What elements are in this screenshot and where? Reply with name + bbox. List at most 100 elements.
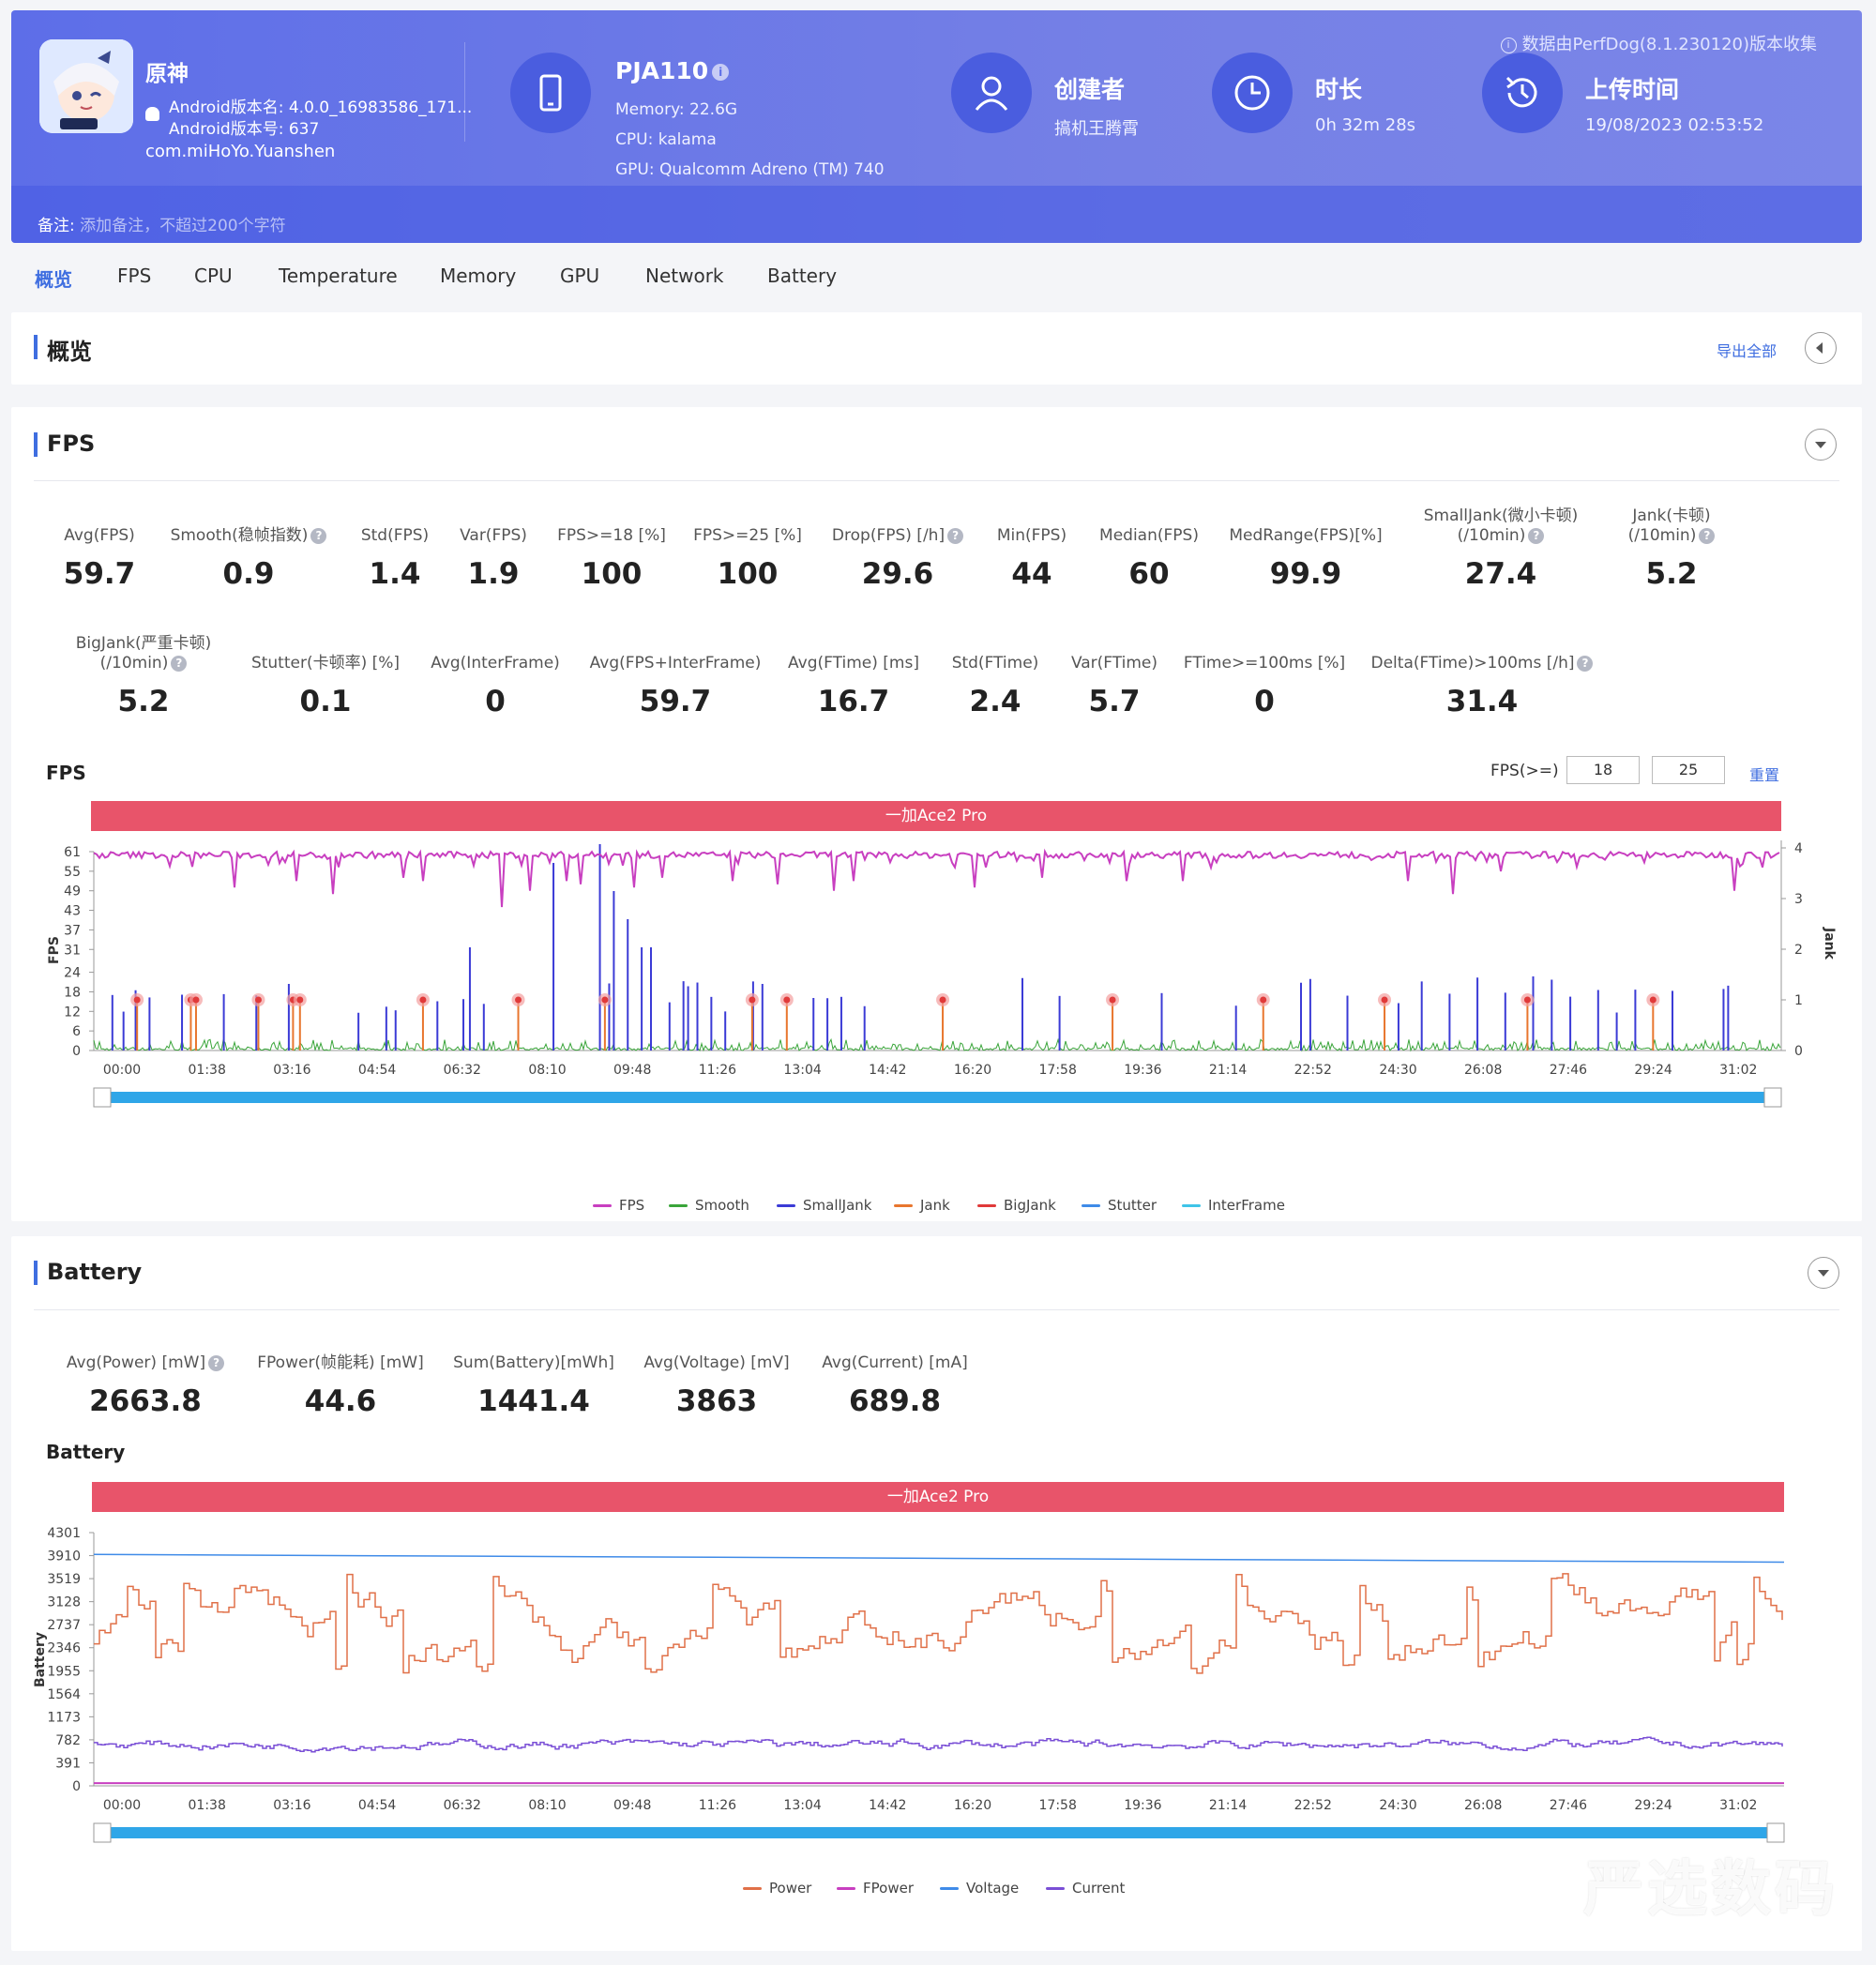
legend-swatch <box>977 1204 996 1207</box>
legend-item-fps[interactable]: FPS <box>593 1197 644 1214</box>
metric-value: 100 <box>581 557 643 591</box>
metric-label-text: Avg(FTime) [ms] <box>788 654 919 673</box>
fps-threshold-input-2[interactable]: 25 <box>1652 756 1725 784</box>
battery-range-slider <box>94 1827 1784 1838</box>
help-icon[interactable]: ? <box>171 655 188 672</box>
creator-label: 创建者 <box>1054 76 1126 103</box>
jank-y-tick: 3 <box>1794 892 1803 907</box>
tab-gpu[interactable]: GPU <box>560 265 600 287</box>
metric-label-unit: (/10min) <box>99 654 169 673</box>
metric-value: 3863 <box>675 1384 758 1418</box>
metric-value: 0 <box>485 685 506 718</box>
bigjank-point <box>1649 996 1657 1004</box>
metric-value: 16.7 <box>817 685 890 718</box>
metric-label: Drop(FPS) [/h]? <box>785 526 1010 546</box>
metric-std-5: Std(FTime) 2.4 <box>883 634 1108 718</box>
metric-label-text: FPS>=25 [%] <box>693 526 802 545</box>
battery-y-tick: 2737 <box>47 1618 81 1633</box>
legend-label: Stutter <box>1108 1197 1157 1214</box>
fps-device-banner: 一加Ace2 Pro <box>91 801 1781 831</box>
tab-network[interactable]: Network <box>645 265 724 287</box>
legend-swatch <box>743 1887 762 1890</box>
legend-label: Jank <box>920 1197 950 1214</box>
legend-item-jank[interactable]: Jank <box>894 1197 950 1214</box>
metric-label-text: Median(FPS) <box>1099 526 1199 545</box>
legend-item-current[interactable]: Current <box>1046 1880 1125 1897</box>
source-note: i 数据由PerfDog(8.1.230120)版本收集 <box>1500 31 1817 55</box>
fps-slider-handle-left <box>93 1087 112 1108</box>
tab-memory[interactable]: Memory <box>440 265 517 287</box>
metric-value: 27.4 <box>1464 557 1537 591</box>
fps-slider-handle-right <box>1763 1087 1782 1108</box>
legend-item-bigjank[interactable]: BigJank <box>977 1197 1056 1214</box>
creator-value: 搞机王腾霄 <box>1054 119 1139 139</box>
legend-item-smalljank[interactable]: SmallJank <box>777 1197 871 1214</box>
metric-value: 0.1 <box>299 685 352 718</box>
overview-card: 概览 导出全部 <box>11 312 1862 385</box>
device-name[interactable]: PJA110 i <box>615 57 730 84</box>
help-icon[interactable]: ? <box>208 1354 225 1371</box>
metric-value: 44 <box>1011 557 1052 591</box>
battery-y-tick: 3128 <box>47 1595 81 1610</box>
duration-value: 0h 32m 28s <box>1315 115 1416 135</box>
metric-label: Avg(FPS+InterFrame) <box>563 654 788 673</box>
battery-card: Battery Avg(Power) [mW]? 2663.8 FPower(帧能耗… <box>11 1236 1862 1951</box>
metric-label-unit: (/10min) <box>1627 526 1697 545</box>
legend-item-stutter[interactable]: Stutter <box>1082 1197 1157 1214</box>
legend-item-interframe[interactable]: InterFrame <box>1182 1197 1285 1214</box>
metric-label: Stutter(卡顿率) [%] <box>213 654 438 673</box>
metric-min-7: Min(FPS) 44 <box>919 506 1144 591</box>
metric-label-line2: (/10min)? <box>1388 526 1613 546</box>
collapse-battery-icon[interactable] <box>1808 1257 1839 1289</box>
legend-label: Power <box>769 1880 812 1897</box>
fps-reset-link[interactable]: 重置 <box>1749 766 1780 784</box>
battery-x-tick: 08:10 <box>528 1798 566 1813</box>
upload-value: 19/08/2023 02:53:52 <box>1585 115 1764 135</box>
header-info-area: i 数据由PerfDog(8.1.230120)版本收集 原神 Android版本… <box>11 10 1862 186</box>
legend-item-voltage[interactable]: Voltage <box>940 1880 1019 1897</box>
export-all-link[interactable]: 导出全部 <box>1717 342 1778 360</box>
help-icon[interactable]: ? <box>1699 527 1716 544</box>
fps-x-tick: 03:16 <box>273 1063 310 1078</box>
metric-avg-0: Avg(FPS) 59.7 <box>0 506 212 591</box>
battery-x-tick: 14:42 <box>869 1798 906 1813</box>
help-icon[interactable]: ? <box>1577 655 1594 672</box>
battery-x-tick: 29:24 <box>1634 1798 1672 1813</box>
tab-overview[interactable]: 概览 <box>35 268 72 291</box>
fps-series-line <box>93 848 1780 908</box>
metric-label-text: Var(FPS) <box>460 526 527 545</box>
metric-var-6: Var(FTime) 5.7 <box>1002 634 1227 718</box>
legend-swatch <box>940 1887 959 1890</box>
help-icon[interactable]: ? <box>947 527 964 544</box>
fps-y-tick: 55 <box>64 865 81 880</box>
metric-label-text: FPS>=18 [%] <box>557 526 666 545</box>
fps-y-tick: 24 <box>64 966 81 981</box>
tab-battery[interactable]: Battery <box>767 265 838 287</box>
note-field[interactable]: 备注: 添加备注，不超过200个字符 <box>38 212 286 235</box>
jank-y-tick: 0 <box>1794 1044 1803 1059</box>
legend-label: Voltage <box>966 1880 1020 1897</box>
battery-y-tick: 782 <box>55 1733 81 1748</box>
battery-y-tick: 2346 <box>47 1641 81 1656</box>
tab-fps[interactable]: FPS <box>117 265 152 287</box>
fps-x-tick: 13:04 <box>783 1063 821 1078</box>
fps-threshold-input-1[interactable]: 18 <box>1566 756 1640 784</box>
legend-label: InterFrame <box>1208 1197 1285 1214</box>
help-icon[interactable]: ? <box>310 527 327 544</box>
metric-value: 100 <box>717 557 779 591</box>
help-icon[interactable]: ? <box>1528 527 1545 544</box>
legend-item-smooth[interactable]: Smooth <box>669 1197 749 1214</box>
tab-temperature[interactable]: Temperature <box>279 265 398 287</box>
device-info-icon[interactable]: i <box>712 64 730 81</box>
metric-value: 29.6 <box>861 557 934 591</box>
legend-item-power[interactable]: Power <box>743 1880 811 1897</box>
fps-x-tick: 27:46 <box>1550 1063 1587 1078</box>
device-name-text: PJA110 <box>615 57 709 84</box>
battery-y-tick: 3910 <box>47 1549 81 1564</box>
tab-cpu[interactable]: CPU <box>194 265 233 287</box>
collapse-left-icon[interactable] <box>1805 332 1837 364</box>
collapse-fps-icon[interactable] <box>1805 429 1837 461</box>
metric-avg-2: Avg(InterFrame) 0 <box>383 634 608 718</box>
note-placeholder[interactable]: 添加备注，不超过200个字符 <box>80 217 286 235</box>
legend-item-fpower[interactable]: FPower <box>837 1880 914 1897</box>
